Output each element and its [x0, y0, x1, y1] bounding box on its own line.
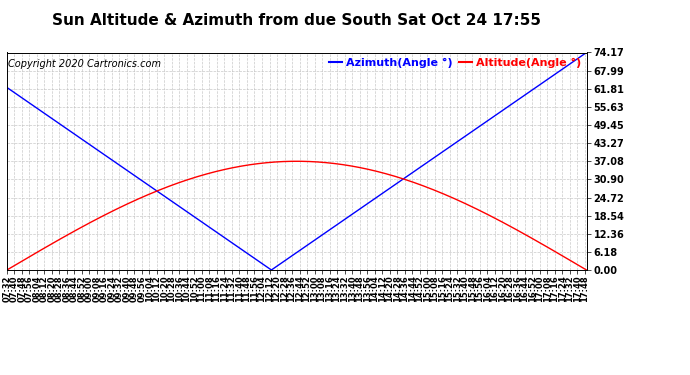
Text: Copyright 2020 Cartronics.com: Copyright 2020 Cartronics.com: [8, 59, 161, 69]
Legend: Azimuth(Angle °), Altitude(Angle °): Azimuth(Angle °), Altitude(Angle °): [329, 58, 581, 68]
Text: Sun Altitude & Azimuth from due South Sat Oct 24 17:55: Sun Altitude & Azimuth from due South Sa…: [52, 13, 541, 28]
